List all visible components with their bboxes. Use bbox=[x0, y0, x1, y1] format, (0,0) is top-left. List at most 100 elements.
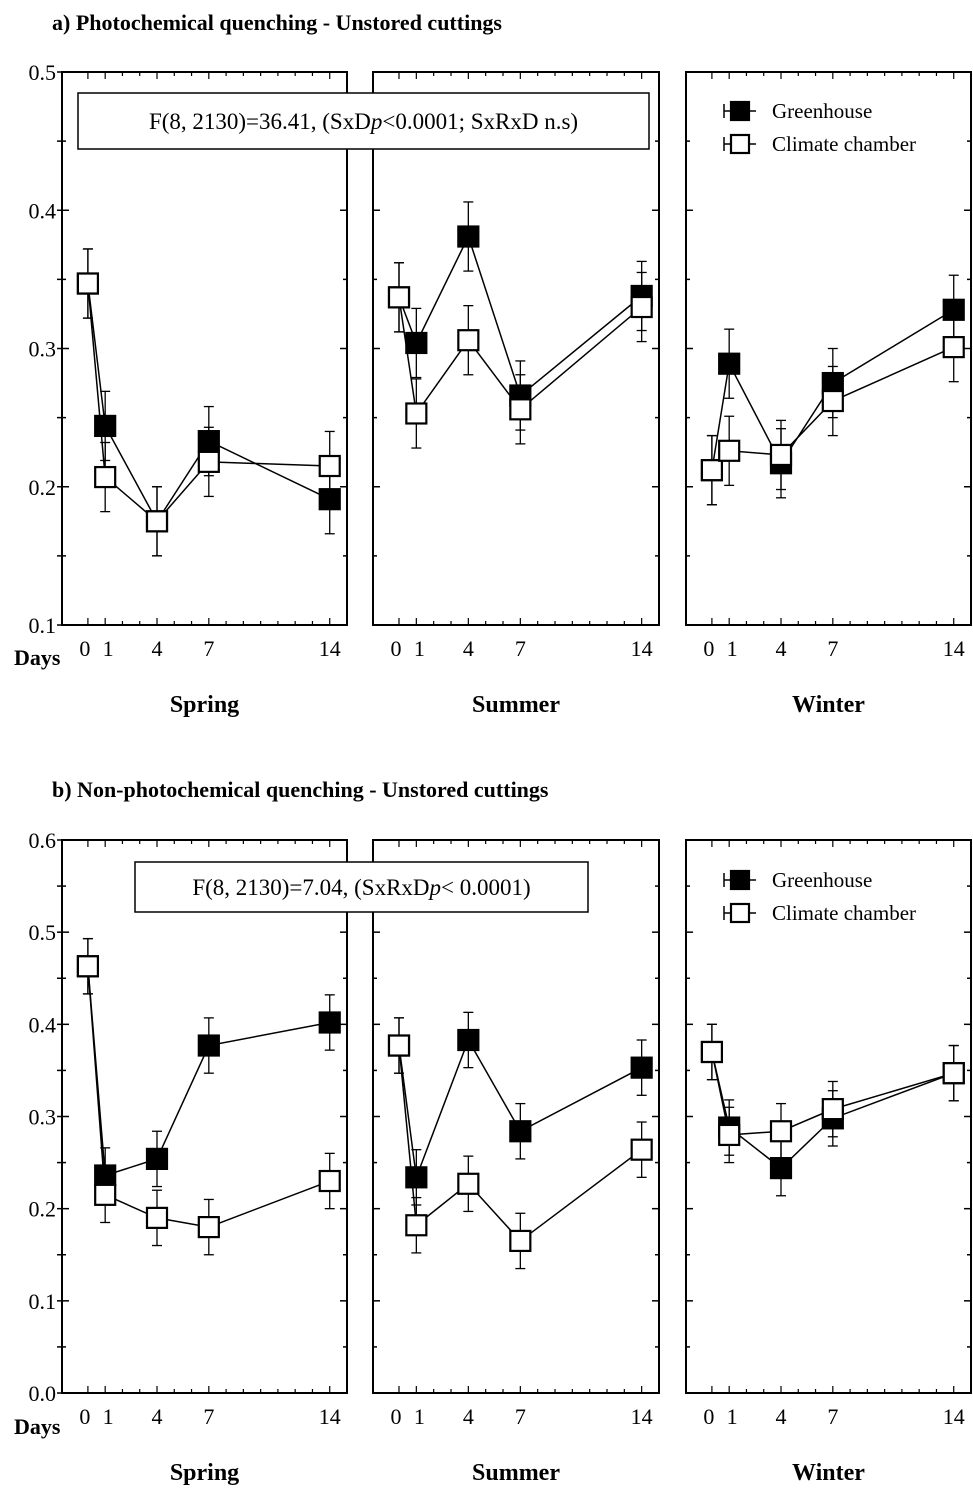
legend-marker bbox=[729, 133, 751, 155]
statistic-text: F(8, 2130)=7.04, (SxRxDp< 0.0001) bbox=[192, 875, 530, 900]
data-point-marker bbox=[76, 955, 100, 978]
x-tick-label: 0 bbox=[391, 636, 402, 661]
x-tick-label: 14 bbox=[631, 636, 653, 661]
data-point-marker bbox=[769, 1157, 793, 1180]
data-point-marker bbox=[718, 439, 741, 462]
x-tick-label: 4 bbox=[152, 1404, 163, 1429]
data-point-marker bbox=[821, 389, 844, 413]
x-tick-label: 0 bbox=[391, 1404, 402, 1429]
data-point-marker bbox=[718, 1123, 741, 1147]
y-tick-label: 0.1 bbox=[29, 613, 57, 638]
legend-label: Climate chamber bbox=[772, 901, 916, 925]
legend: Greenhouse Climate chamber bbox=[723, 868, 916, 925]
y-tick-label: 0.5 bbox=[29, 920, 57, 945]
y-tick-label: 0.4 bbox=[29, 1012, 57, 1037]
statistic-main: F(8, 2130)=7.04, (SxRxD bbox=[192, 875, 429, 900]
data-point-marker bbox=[318, 454, 341, 478]
x-tick-label: 7 bbox=[203, 1404, 214, 1429]
season-label: Spring bbox=[170, 692, 239, 718]
x-tick-label: 0 bbox=[79, 636, 90, 661]
data-point-marker bbox=[821, 1098, 844, 1121]
series-climate-chamber bbox=[76, 248, 341, 557]
data-point-marker bbox=[387, 286, 411, 309]
legend-label: Climate chamber bbox=[772, 132, 916, 156]
x-tick-label: 4 bbox=[776, 1404, 787, 1429]
y-tick-label: 0.3 bbox=[29, 337, 57, 362]
data-point-marker bbox=[197, 450, 220, 473]
data-point-marker bbox=[94, 1183, 117, 1206]
series-greenhouse bbox=[76, 248, 341, 557]
x-tick-label: 4 bbox=[463, 636, 474, 661]
data-point-marker bbox=[700, 1040, 724, 1064]
y-tick-label: 0.5 bbox=[29, 60, 57, 85]
series-climate-chamber bbox=[700, 1023, 965, 1164]
series-climate-chamber bbox=[387, 262, 653, 449]
data-point-marker bbox=[405, 1214, 428, 1237]
data-point-marker bbox=[700, 459, 724, 482]
x-tick-label: 14 bbox=[319, 636, 341, 661]
data-point-marker bbox=[457, 225, 480, 248]
data-point-marker bbox=[457, 1028, 480, 1052]
x-tick-label: 7 bbox=[515, 1404, 526, 1429]
data-point-marker bbox=[197, 1034, 220, 1057]
x-tick-label: 1 bbox=[103, 1404, 114, 1429]
series-climate-chamber bbox=[76, 937, 341, 1256]
data-point-marker bbox=[509, 1229, 532, 1253]
x-tick-label: 1 bbox=[727, 1404, 738, 1429]
data-point-marker bbox=[509, 398, 532, 421]
panel-frame bbox=[61, 71, 348, 626]
x-tick-label: 14 bbox=[631, 1404, 653, 1429]
x-tick-label: 0 bbox=[703, 1404, 714, 1429]
data-point-marker bbox=[145, 1206, 169, 1229]
data-point-marker bbox=[318, 1011, 341, 1034]
data-point-marker bbox=[405, 402, 428, 425]
legend-marker bbox=[729, 869, 751, 891]
season-label: Spring bbox=[170, 1460, 239, 1486]
x-tick-label: 1 bbox=[414, 636, 425, 661]
data-point-marker bbox=[630, 1056, 653, 1079]
y-tick-label: 0.2 bbox=[29, 475, 57, 500]
x-tick-label: 1 bbox=[414, 1404, 425, 1429]
x-tick-label: 4 bbox=[463, 1404, 474, 1429]
statistic-text: F(8, 2130)=36.41, (SxDp<0.0001; SxRxD n.… bbox=[149, 109, 578, 134]
data-point-marker bbox=[942, 1062, 965, 1085]
series-greenhouse bbox=[387, 1011, 653, 1206]
data-point-marker bbox=[630, 295, 653, 319]
x-tick-label: 0 bbox=[703, 636, 714, 661]
data-point-marker bbox=[145, 510, 169, 533]
x-tick-label: 1 bbox=[103, 636, 114, 661]
x-tick-label: 7 bbox=[515, 636, 526, 661]
data-point-marker bbox=[718, 352, 741, 375]
legend-label: Greenhouse bbox=[772, 868, 872, 892]
series-greenhouse bbox=[76, 937, 341, 1204]
panel-frame bbox=[372, 839, 660, 1394]
y-tick-label: 0.4 bbox=[29, 198, 57, 223]
season-label: Summer bbox=[472, 1460, 560, 1486]
x-tick-label: 1 bbox=[727, 636, 738, 661]
data-point-marker bbox=[509, 1120, 532, 1143]
data-point-marker bbox=[94, 465, 117, 489]
legend-label: Greenhouse bbox=[772, 99, 872, 123]
data-point-marker bbox=[318, 1169, 341, 1193]
x-tick-label: 14 bbox=[319, 1404, 341, 1429]
data-point-marker bbox=[769, 443, 793, 467]
legend: Greenhouse Climate chamber bbox=[723, 99, 916, 156]
statistic-rest: <0.0001; SxRxD n.s) bbox=[382, 109, 578, 134]
chart-non-photochemical-quenching: b) Non-photochemical quenching - Unstore… bbox=[14, 777, 972, 1486]
data-point-marker bbox=[387, 1034, 411, 1057]
statistic-main: F(8, 2130)=36.41, (SxD bbox=[149, 109, 371, 134]
x-tick-label: 14 bbox=[943, 636, 965, 661]
y-tick-label: 0.6 bbox=[29, 828, 57, 853]
statistic-box bbox=[77, 92, 650, 150]
x-tick-label: 7 bbox=[827, 636, 838, 661]
x-axis-label: Days bbox=[14, 645, 61, 670]
legend-marker bbox=[729, 902, 751, 924]
data-point-marker bbox=[769, 1120, 793, 1143]
legend-marker bbox=[729, 100, 751, 122]
